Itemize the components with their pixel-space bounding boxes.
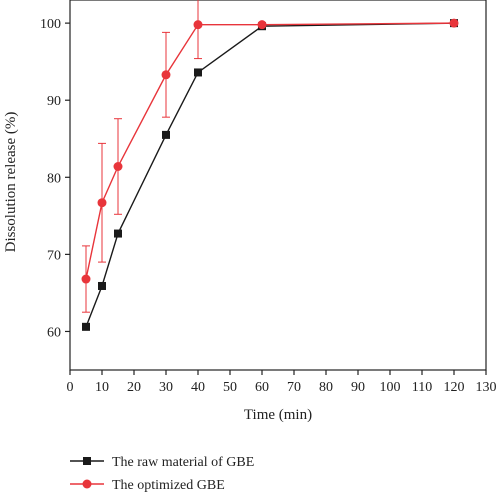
y-tick-label: 70 xyxy=(47,248,61,263)
x-tick-label: 10 xyxy=(95,380,109,395)
series-line xyxy=(85,22,455,280)
x-tick-label: 120 xyxy=(444,380,465,395)
y-axis-label: Dissolution release (%) xyxy=(3,112,19,253)
y-tick-label: 60 xyxy=(47,325,61,340)
data-point xyxy=(162,130,170,139)
data-point xyxy=(98,281,106,290)
y-tick-label: 90 xyxy=(47,94,61,109)
x-tick-label: 60 xyxy=(255,380,269,395)
legend-marker xyxy=(83,457,91,465)
data-point xyxy=(114,229,122,238)
data-point xyxy=(113,162,123,171)
data-point xyxy=(81,274,91,284)
series-layer xyxy=(81,0,459,331)
x-tick-label: 100 xyxy=(380,380,401,395)
legend-entry: The raw material of GBE xyxy=(70,455,254,470)
series-1 xyxy=(82,19,458,331)
legend-entry: The optimized GBE xyxy=(70,478,225,493)
legend-marker xyxy=(82,479,92,489)
x-tick-label: 70 xyxy=(287,380,301,395)
x-tick-label: 0 xyxy=(67,380,74,395)
x-tick-label: 90 xyxy=(351,380,365,395)
x-axis-label: Time (min) xyxy=(244,407,312,423)
series-2 xyxy=(81,0,459,313)
data-point xyxy=(193,20,203,30)
x-tick-label: 50 xyxy=(223,380,237,395)
data-point xyxy=(257,20,267,30)
y-tick-label: 100 xyxy=(40,17,61,32)
x-tick-label: 80 xyxy=(319,380,333,395)
series-line xyxy=(85,22,455,328)
x-tick-label: 110 xyxy=(412,380,432,395)
x-tick-label: 30 xyxy=(159,380,173,395)
axes: 0 10 20 30 40 50 60 70 80 90 100 110 120 130 60 70 80 90 1… xyxy=(40,0,497,395)
plot-frame xyxy=(69,0,487,371)
data-point xyxy=(194,68,202,77)
data-point xyxy=(161,70,171,80)
data-point xyxy=(97,198,107,208)
legend: The raw material of GBE The optimized GBE xyxy=(70,455,254,493)
x-tick-label: 40 xyxy=(191,380,205,395)
data-point xyxy=(449,18,459,28)
x-tick-label: 20 xyxy=(127,380,141,395)
data-point xyxy=(82,322,90,331)
legend-label: The optimized GBE xyxy=(112,478,225,493)
y-tick-label: 80 xyxy=(47,171,61,186)
x-tick-label: 130 xyxy=(476,380,497,395)
legend-label: The raw material of GBE xyxy=(112,455,254,470)
